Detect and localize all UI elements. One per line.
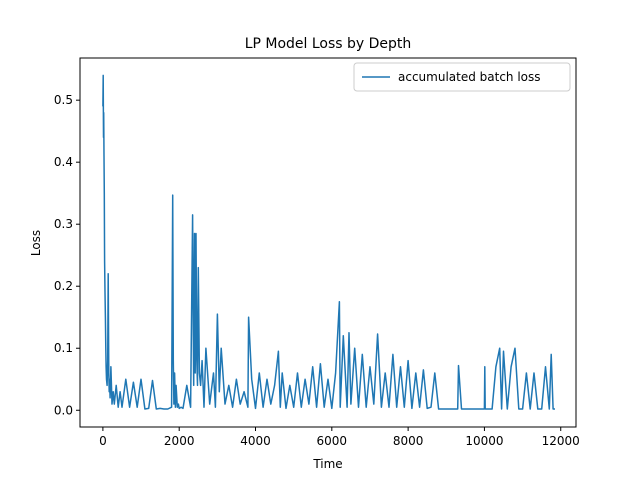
legend-entry-label: accumulated batch loss bbox=[398, 70, 541, 84]
y-tick-label: 0.2 bbox=[54, 279, 73, 293]
y-tick-label: 0.0 bbox=[54, 403, 73, 417]
x-axis-label: Time bbox=[312, 457, 342, 471]
y-axis-label: Loss bbox=[29, 230, 43, 256]
x-tick-label: 6000 bbox=[317, 434, 348, 448]
x-tick-label: 12000 bbox=[542, 434, 580, 448]
x-tick-label: 8000 bbox=[393, 434, 424, 448]
x-tick-label: 0 bbox=[99, 434, 107, 448]
y-tick-label: 0.1 bbox=[54, 341, 73, 355]
x-tick-label: 10000 bbox=[465, 434, 503, 448]
x-tick-label: 2000 bbox=[164, 434, 195, 448]
axes-frame bbox=[79, 57, 577, 428]
y-tick-label: 0.4 bbox=[54, 155, 73, 169]
legend-box bbox=[353, 62, 571, 92]
chart-title: LP Model Loss by Depth bbox=[245, 36, 412, 52]
legend: accumulated batch loss bbox=[353, 62, 571, 92]
x-tick-label: 4000 bbox=[240, 434, 271, 448]
x-axis: 0 2000 4000 6000 8000 10000 12000 bbox=[99, 427, 580, 448]
y-tick-label: 0.3 bbox=[54, 217, 73, 231]
y-axis: 0.0 0.1 0.2 0.3 0.4 0.5 bbox=[54, 93, 80, 417]
y-tick-label: 0.5 bbox=[54, 93, 73, 107]
series-line-accumulated-batch-loss bbox=[102, 74, 555, 410]
plot-area bbox=[79, 57, 577, 428]
